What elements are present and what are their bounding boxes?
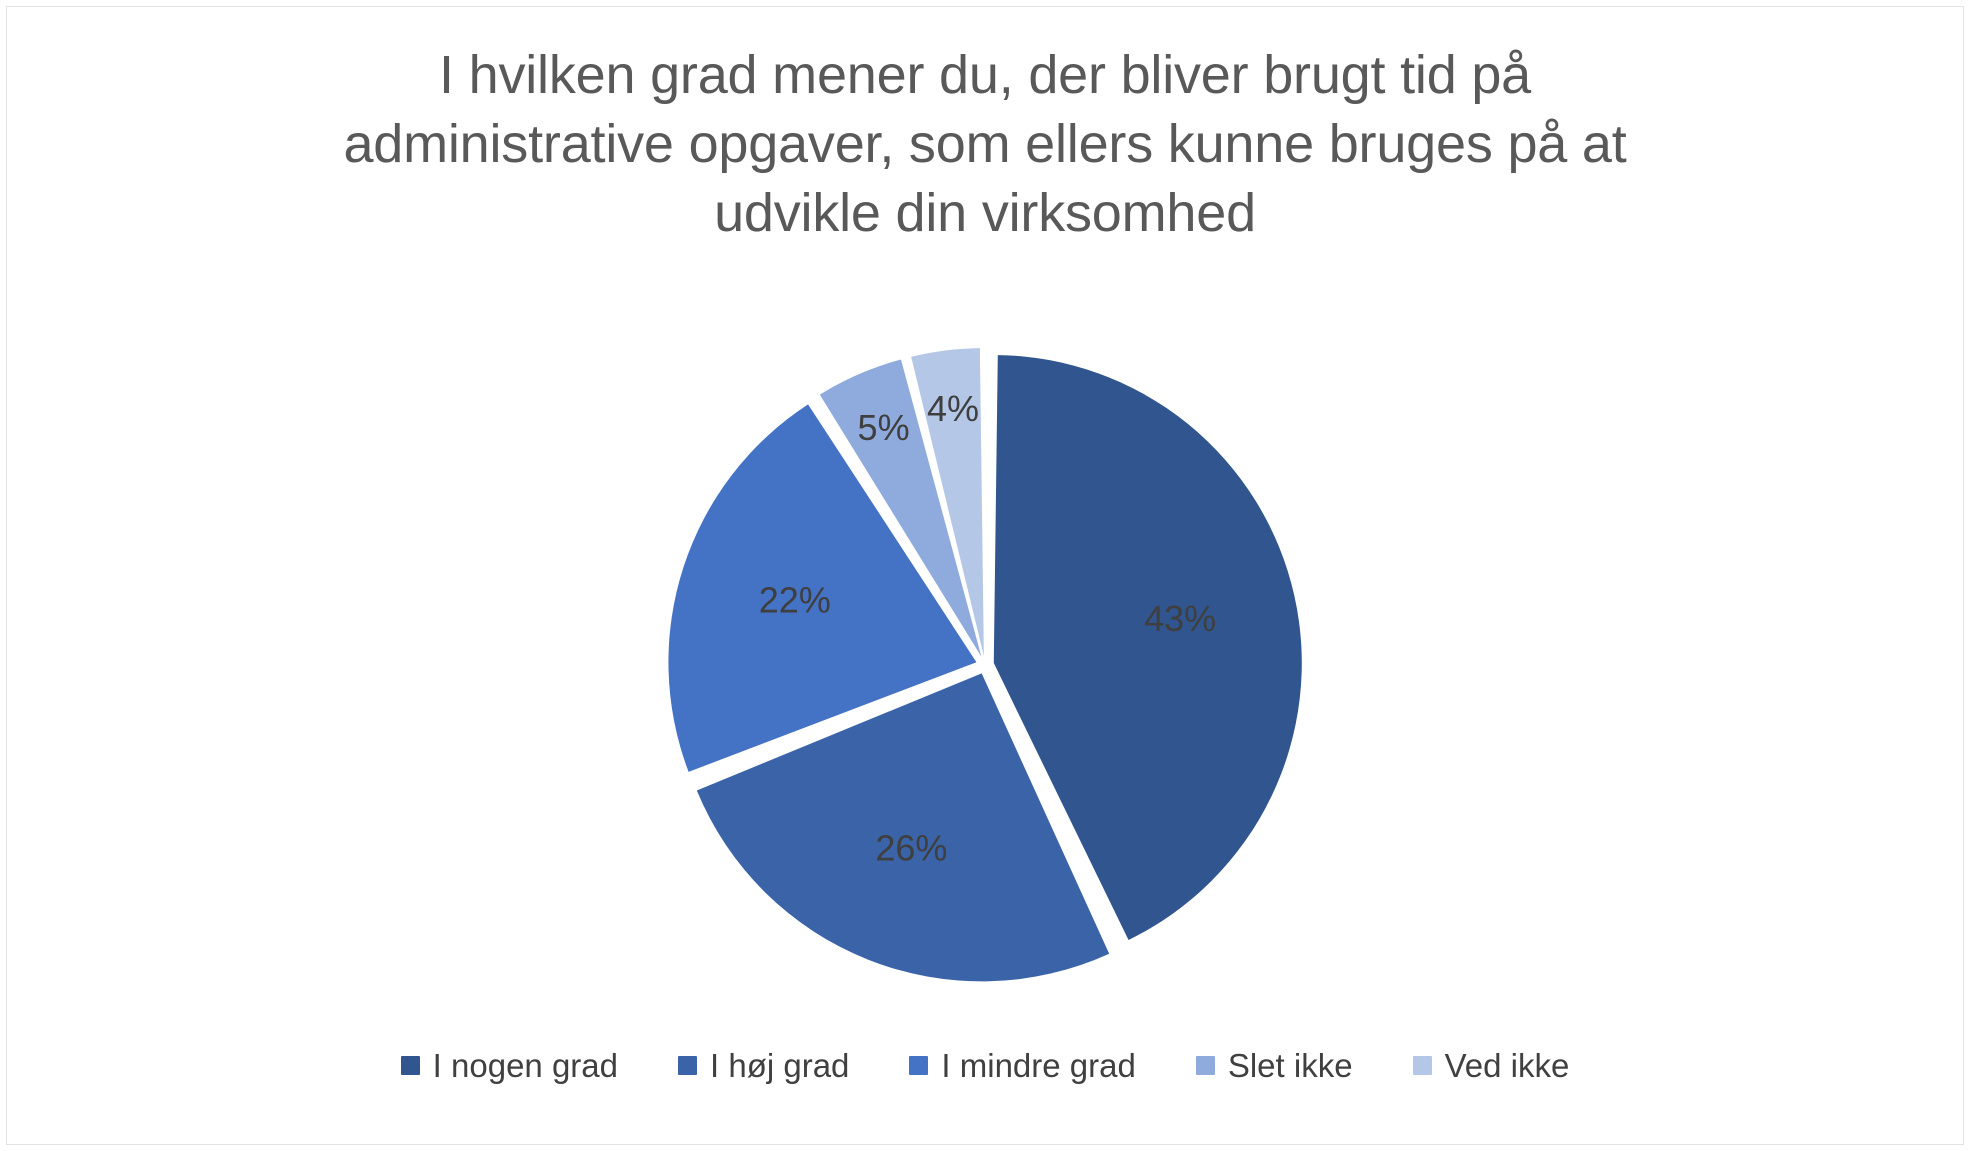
chart-title: I hvilken grad mener du, der bliver brug…	[7, 41, 1963, 248]
chart-title-line-1: I hvilken grad mener du, der bliver brug…	[439, 45, 1531, 105]
legend-item-label: Slet ikke	[1227, 1047, 1353, 1084]
legend-item[interactable]: Slet ikke	[1195, 1047, 1353, 1084]
chart-title-line-2: administrative opgaver, som ellers kunne…	[343, 114, 1627, 175]
pie-label-group: 43% 26% 22% 5% 4%	[759, 388, 1216, 868]
pie-slice-value-label: 43%	[1144, 598, 1216, 639]
pie-chart: 43% 26% 22% 5% 4%	[645, 325, 1325, 1005]
legend-item[interactable]: I mindre grad	[909, 1047, 1136, 1084]
legend-swatch-icon	[909, 1056, 929, 1075]
legend-swatch-icon	[1412, 1056, 1432, 1075]
pie-slice[interactable]	[668, 404, 977, 772]
legend-item-label: I mindre grad	[941, 1047, 1136, 1084]
legend-item-label: I høj grad	[710, 1047, 850, 1084]
chart-legend: I nogen grad I høj grad I mindre grad Slet …	[7, 1049, 1963, 1082]
pie-chart-svg: 43% 26% 22% 5% 4%	[668, 348, 1302, 982]
pie-slice[interactable]	[819, 359, 982, 657]
legend-swatch-icon	[678, 1056, 697, 1075]
pie-slice[interactable]	[993, 355, 1302, 940]
legend-item[interactable]: Ved ikke	[1412, 1047, 1570, 1084]
pie-slice-value-label: 26%	[875, 827, 947, 868]
chart-frame: I hvilken grad mener du, der bliver brug…	[6, 6, 1964, 1145]
legend-swatch-icon	[400, 1056, 420, 1075]
pie-slice[interactable]	[911, 348, 984, 657]
legend-item-label: Ved ikke	[1444, 1047, 1570, 1084]
pie-slice[interactable]	[696, 673, 1110, 982]
pie-slice-value-label: 5%	[858, 407, 910, 448]
pie-slice-value-label: 22%	[759, 580, 831, 621]
legend-item-label: I nogen grad	[432, 1047, 618, 1084]
legend-item[interactable]: I høj grad	[678, 1049, 849, 1082]
pie-slice-group	[668, 348, 1302, 982]
legend-item[interactable]: I nogen grad	[400, 1047, 618, 1084]
pie-slice-value-label: 4%	[927, 388, 979, 429]
chart-title-line-3: udvikle din virksomhed	[714, 183, 1256, 244]
legend-swatch-icon	[1195, 1056, 1215, 1075]
